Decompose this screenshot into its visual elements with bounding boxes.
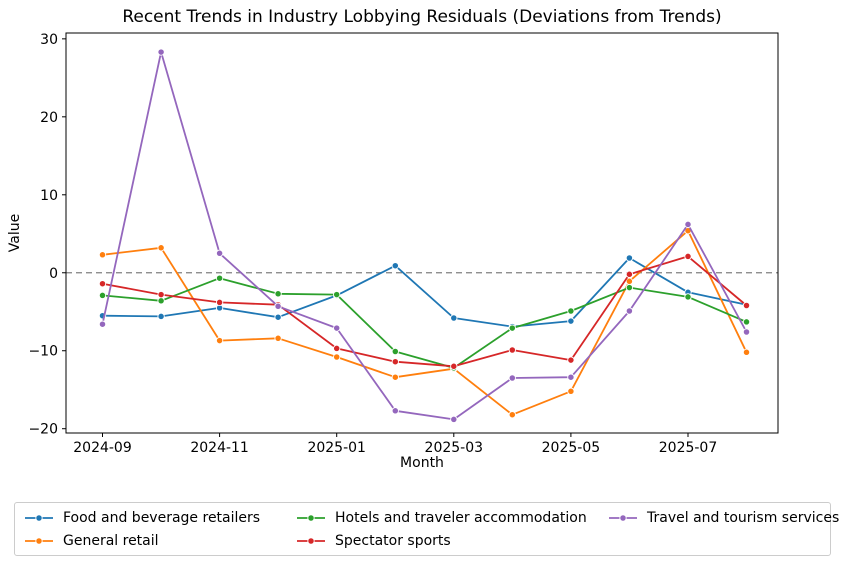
data-point-spectator-sports — [215, 298, 224, 307]
data-point-general-retail — [333, 353, 341, 361]
data-point-travel-and-tourism-services — [215, 249, 224, 257]
series-line-travel-and-tourism-services — [101, 51, 748, 421]
axes-frame — [65, 32, 779, 434]
series-line-general-retail — [101, 229, 748, 416]
data-point-travel-and-tourism-services — [625, 307, 634, 315]
legend-label: Travel and tourism services — [647, 509, 840, 526]
data-point-food-and-beverage-retailers — [567, 317, 575, 325]
data-point-general-retail — [742, 348, 751, 356]
y-tick-label: 20 — [40, 110, 58, 126]
data-point-food-and-beverage-retailers — [391, 262, 399, 270]
data-point-hotels-and-traveler-accommodation — [215, 274, 224, 282]
data-point-travel-and-tourism-services — [391, 407, 399, 415]
y-tick-label: −10 — [28, 344, 58, 360]
x-tick-label: 2025-07 — [659, 440, 718, 456]
data-point-general-retail — [567, 387, 575, 395]
legend-item-food-and-beverage-retailers: Food and beverage retailers — [23, 510, 295, 526]
data-point-hotels-and-traveler-accommodation — [98, 291, 107, 300]
data-point-spectator-sports — [98, 280, 107, 288]
legend-marker-icon — [25, 513, 53, 522]
data-point-hotels-and-traveler-accommodation — [157, 297, 165, 305]
legend-label: Food and beverage retailers — [63, 509, 261, 526]
data-point-food-and-beverage-retailers — [274, 313, 282, 321]
data-point-food-and-beverage-retailers — [450, 314, 458, 322]
legend-label: Hotels and traveler accommodation — [335, 509, 587, 526]
data-point-food-and-beverage-retailers — [157, 312, 165, 321]
legend-label: General retail — [63, 532, 159, 549]
data-point-hotels-and-traveler-accommodation — [391, 347, 399, 356]
data-point-general-retail — [274, 334, 282, 342]
data-point-travel-and-tourism-services — [274, 302, 282, 310]
series-line-spectator-sports — [101, 255, 748, 368]
y-tick-label: 0 — [49, 266, 58, 282]
y-tick-label: 10 — [40, 188, 58, 204]
series-line-food-and-beverage-retailers — [101, 257, 748, 328]
data-point-travel-and-tourism-services — [333, 324, 341, 332]
data-point-general-retail — [391, 373, 399, 381]
x-tick-label: 2025-03 — [425, 440, 484, 456]
data-point-hotels-and-traveler-accommodation — [625, 283, 634, 292]
data-point-spectator-sports — [567, 356, 575, 364]
legend-item-hotels-and-traveler-accommodation: Hotels and traveler accommodation — [295, 510, 607, 526]
chart-title: Recent Trends in Industry Lobbying Resid… — [122, 7, 722, 27]
data-point-hotels-and-traveler-accommodation — [742, 318, 751, 326]
data-point-travel-and-tourism-services — [742, 328, 751, 336]
x-tick-label: 2024-11 — [190, 440, 249, 456]
data-point-hotels-and-traveler-accommodation — [333, 290, 341, 299]
data-point-hotels-and-traveler-accommodation — [567, 307, 575, 315]
legend-item-general-retail: General retail — [23, 533, 295, 549]
data-point-general-retail — [98, 251, 107, 259]
data-point-spectator-sports — [450, 362, 458, 370]
data-point-travel-and-tourism-services — [567, 373, 575, 381]
data-point-general-retail — [157, 244, 165, 252]
legend-marker-icon — [297, 536, 325, 545]
legend-label: Spectator sports — [335, 532, 451, 549]
data-point-travel-and-tourism-services — [450, 415, 458, 424]
legend-marker-icon — [25, 536, 53, 545]
legend-item-travel-and-tourism-services: Travel and tourism services — [607, 510, 839, 526]
data-point-travel-and-tourism-services — [157, 48, 165, 56]
series-line-hotels-and-traveler-accommodation — [101, 277, 748, 369]
data-point-hotels-and-traveler-accommodation — [684, 293, 692, 301]
data-point-spectator-sports — [684, 252, 692, 261]
data-point-hotels-and-traveler-accommodation — [274, 290, 282, 298]
x-tick-label: 2025-05 — [542, 440, 601, 456]
x-tick-label: 2024-09 — [73, 440, 132, 456]
data-point-general-retail — [215, 336, 224, 345]
x-axis-label: Month — [400, 455, 444, 471]
data-point-travel-and-tourism-services — [508, 374, 516, 382]
legend-item-spectator-sports: Spectator sports — [295, 533, 607, 549]
legend: Food and beverage retailers General reta… — [14, 502, 839, 556]
legend-marker-icon — [609, 513, 637, 522]
data-point-spectator-sports — [157, 290, 165, 299]
data-point-spectator-sports — [742, 301, 751, 310]
data-point-spectator-sports — [333, 344, 341, 353]
y-tick-label: −20 — [28, 422, 58, 438]
x-tick-label: 2025-01 — [307, 440, 366, 456]
data-point-travel-and-tourism-services — [684, 220, 692, 229]
data-point-spectator-sports — [625, 270, 634, 278]
y-tick-label: 30 — [40, 32, 58, 48]
legend-marker-icon — [297, 513, 325, 522]
data-point-food-and-beverage-retailers — [625, 254, 634, 262]
data-point-general-retail — [508, 411, 516, 419]
data-point-spectator-sports — [508, 346, 516, 354]
data-point-travel-and-tourism-services — [98, 320, 107, 328]
data-point-spectator-sports — [391, 358, 399, 366]
data-point-hotels-and-traveler-accommodation — [508, 324, 516, 332]
